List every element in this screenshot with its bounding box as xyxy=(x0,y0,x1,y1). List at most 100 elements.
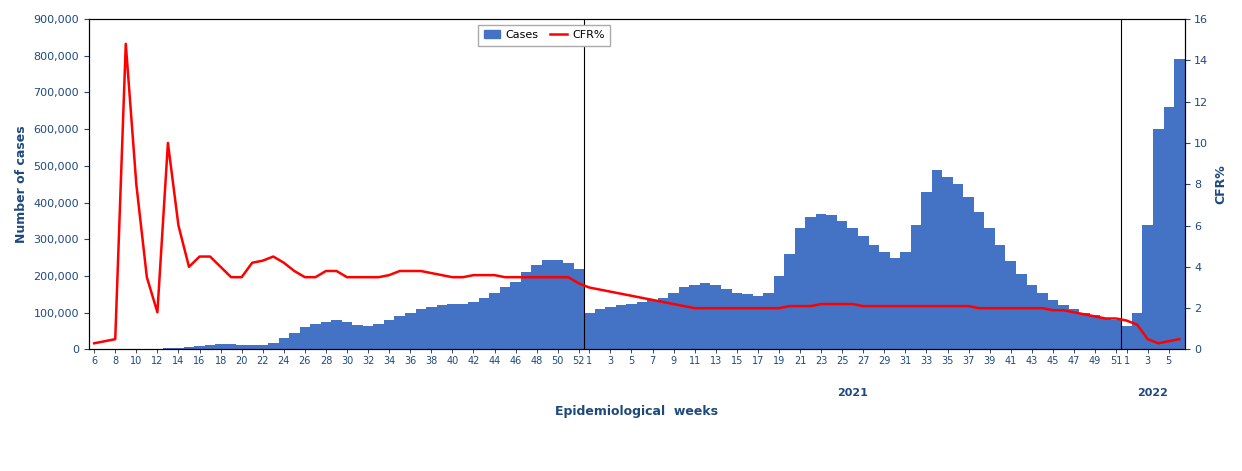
Bar xyxy=(194,346,205,349)
Bar xyxy=(215,344,226,349)
Bar xyxy=(257,345,268,349)
Bar xyxy=(858,236,868,349)
Bar xyxy=(1174,59,1185,349)
Bar xyxy=(278,339,289,349)
Bar xyxy=(268,343,278,349)
Bar xyxy=(910,225,922,349)
Bar xyxy=(395,317,405,349)
Bar xyxy=(974,212,985,349)
Bar xyxy=(1131,313,1143,349)
Bar xyxy=(542,260,553,349)
Bar xyxy=(1027,285,1037,349)
Bar xyxy=(489,292,499,349)
X-axis label: Epidemiological  weeks: Epidemiological weeks xyxy=(555,406,718,418)
Bar xyxy=(732,292,743,349)
Bar xyxy=(247,345,257,349)
Bar xyxy=(763,292,774,349)
Bar xyxy=(510,282,520,349)
Bar xyxy=(679,287,689,349)
Bar xyxy=(1048,300,1058,349)
Bar xyxy=(805,217,816,349)
Bar xyxy=(299,327,310,349)
Bar xyxy=(774,276,784,349)
Y-axis label: CFR%: CFR% xyxy=(1213,164,1227,204)
Bar xyxy=(468,302,478,349)
Bar xyxy=(1068,309,1079,349)
Bar xyxy=(374,324,384,349)
Bar xyxy=(342,322,353,349)
Bar xyxy=(520,272,532,349)
Bar xyxy=(574,268,584,349)
Bar xyxy=(363,325,374,349)
Bar xyxy=(584,313,595,349)
Bar xyxy=(553,260,563,349)
Bar xyxy=(236,345,247,349)
Bar xyxy=(700,284,710,349)
Bar xyxy=(847,228,858,349)
Bar xyxy=(922,192,932,349)
Bar xyxy=(722,289,732,349)
Bar xyxy=(985,228,995,349)
Y-axis label: Number of cases: Number of cases xyxy=(15,125,29,243)
Bar xyxy=(1079,313,1089,349)
Bar xyxy=(405,313,416,349)
Bar xyxy=(795,228,805,349)
Bar xyxy=(743,294,753,349)
Bar xyxy=(605,307,616,349)
Bar xyxy=(563,263,574,349)
Text: 2021: 2021 xyxy=(837,389,868,398)
Bar xyxy=(1016,274,1027,349)
Bar xyxy=(163,348,173,349)
Bar xyxy=(868,245,879,349)
Bar xyxy=(689,285,700,349)
Bar xyxy=(310,324,320,349)
Bar xyxy=(426,307,437,349)
Bar xyxy=(879,252,889,349)
Bar xyxy=(184,347,194,349)
Bar xyxy=(447,304,457,349)
Bar xyxy=(784,254,795,349)
Bar xyxy=(964,197,974,349)
Bar xyxy=(478,298,489,349)
Legend: Cases, CFR%: Cases, CFR% xyxy=(478,24,610,46)
Bar xyxy=(1037,292,1048,349)
Bar xyxy=(332,320,342,349)
Bar xyxy=(637,302,647,349)
Bar xyxy=(457,304,468,349)
Bar xyxy=(384,320,395,349)
Bar xyxy=(1143,225,1153,349)
Bar xyxy=(889,258,900,349)
Bar xyxy=(900,252,910,349)
Bar xyxy=(710,285,722,349)
Bar xyxy=(1164,107,1174,349)
Bar xyxy=(205,345,215,349)
Bar xyxy=(1006,261,1016,349)
Bar xyxy=(416,309,426,349)
Bar xyxy=(837,221,847,349)
Bar xyxy=(1089,315,1100,349)
Bar xyxy=(289,333,299,349)
Bar xyxy=(1122,325,1131,349)
Bar xyxy=(826,215,837,349)
Bar xyxy=(1100,318,1110,349)
Bar xyxy=(816,214,826,349)
Bar xyxy=(953,184,964,349)
Bar xyxy=(616,305,626,349)
Text: 2022: 2022 xyxy=(1138,389,1169,398)
Bar xyxy=(1110,320,1122,349)
Bar xyxy=(595,309,605,349)
Bar xyxy=(753,296,763,349)
Bar xyxy=(995,245,1006,349)
Bar xyxy=(943,177,953,349)
Bar xyxy=(437,305,447,349)
Bar xyxy=(353,325,363,349)
Bar xyxy=(173,348,184,349)
Bar xyxy=(668,292,679,349)
Bar xyxy=(647,300,658,349)
Bar xyxy=(532,265,542,349)
Bar xyxy=(658,298,668,349)
Bar xyxy=(226,344,236,349)
Bar xyxy=(320,322,332,349)
Bar xyxy=(932,170,943,349)
Bar xyxy=(626,304,637,349)
